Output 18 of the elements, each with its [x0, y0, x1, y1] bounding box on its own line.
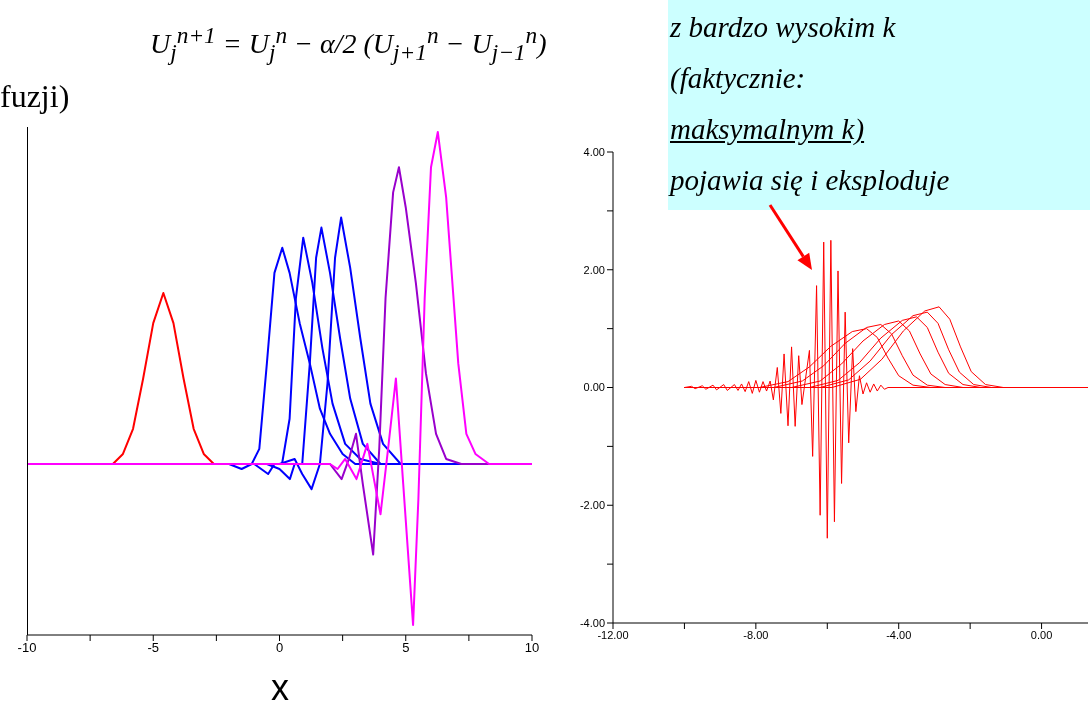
- y-tick-label: -2.00: [579, 499, 605, 512]
- x-tick-label: 10: [524, 640, 540, 656]
- y-tick-label: 0.00: [583, 381, 605, 394]
- y-tick-label: 2.00: [583, 263, 605, 276]
- x-tick-label: -10: [17, 640, 37, 656]
- annotation: z bardzo wysokim k (faktycznie: maksymalnym k) pojawia się i eksploduje: [670, 10, 950, 198]
- x-axis-title: x: [270, 667, 290, 709]
- x-tick-label: 0: [275, 640, 284, 656]
- text: fuzji): [0, 78, 70, 115]
- x-tick-label: -12.00: [597, 628, 629, 641]
- x-tick-label: 5: [402, 640, 410, 656]
- x-tick-label: -4.00: [886, 628, 912, 641]
- x-tick-label: 0.00: [1030, 628, 1053, 641]
- text: U$_{j}$$^{n+1}$ = U$_{j}$$^{n}$ − α/2 (U$_{j+1}$$^{n}$ − U$_{j−1}$$^{n}$): [150, 22, 547, 65]
- y-tick-label: -4.00: [579, 616, 605, 629]
- x-tick-label: -8.00: [743, 628, 769, 641]
- x-tick-label: -5: [147, 640, 160, 656]
- y-tick-label: 4.00: [583, 145, 605, 158]
